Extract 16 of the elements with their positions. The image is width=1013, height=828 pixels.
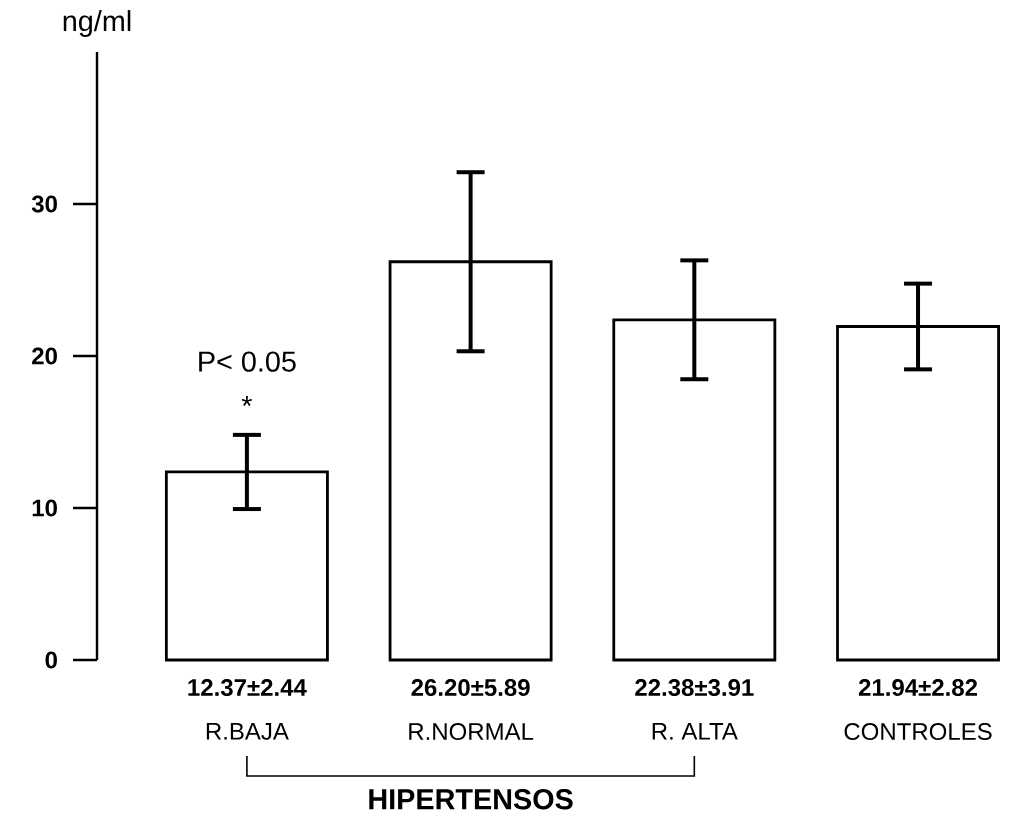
y-axis-title: ng/ml: [63, 10, 131, 37]
y-tick-label: 30: [31, 195, 57, 213]
annotation: *: [241, 395, 253, 407]
data-label: 26.20±5.89: [411, 679, 530, 697]
x-tick-label: CONTROLES: [844, 723, 992, 741]
x-tick-label: R. ALTA: [652, 723, 738, 740]
text: HIPERTENSOS: [369, 789, 573, 810]
x-tick-label: R.NORMAL: [409, 723, 534, 741]
data-label: 21.94±2.82: [858, 679, 978, 697]
data-label: 22.38±3.91: [635, 679, 754, 697]
x-tick-label: R.BAJA: [206, 723, 289, 740]
annotation: P< 0.05: [199, 351, 296, 372]
y-tick-label: 20: [32, 347, 57, 365]
data-label: 12.37±2.44: [188, 679, 307, 697]
y-tick-label: 0: [45, 651, 57, 669]
y-tick-label: 10: [32, 499, 57, 517]
